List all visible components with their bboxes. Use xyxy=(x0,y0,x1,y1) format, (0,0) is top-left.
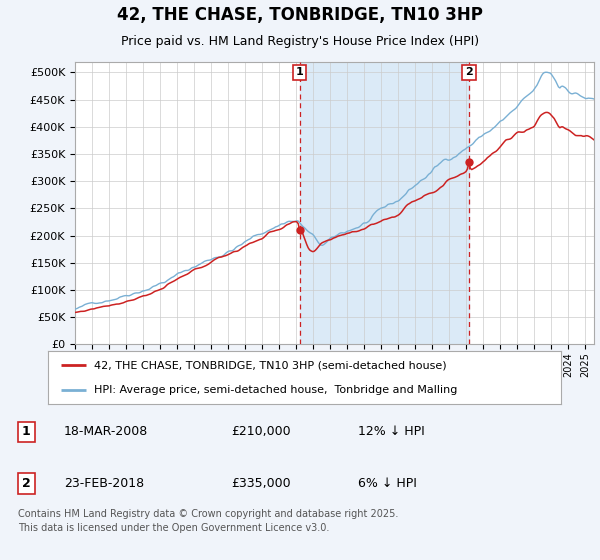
Text: £210,000: £210,000 xyxy=(231,426,290,438)
Text: 18-MAR-2008: 18-MAR-2008 xyxy=(64,426,148,438)
Text: 23-FEB-2018: 23-FEB-2018 xyxy=(64,477,144,490)
Text: 2: 2 xyxy=(465,67,473,77)
Text: 42, THE CHASE, TONBRIDGE, TN10 3HP: 42, THE CHASE, TONBRIDGE, TN10 3HP xyxy=(117,6,483,24)
Text: 2: 2 xyxy=(22,477,31,490)
Text: 1: 1 xyxy=(296,67,304,77)
Bar xyxy=(300,62,469,344)
Text: 12% ↓ HPI: 12% ↓ HPI xyxy=(358,426,424,438)
Text: £335,000: £335,000 xyxy=(231,477,290,490)
Text: Contains HM Land Registry data © Crown copyright and database right 2025.
This d: Contains HM Land Registry data © Crown c… xyxy=(18,510,398,533)
Text: 42, THE CHASE, TONBRIDGE, TN10 3HP (semi-detached house): 42, THE CHASE, TONBRIDGE, TN10 3HP (semi… xyxy=(94,361,447,371)
Text: Price paid vs. HM Land Registry's House Price Index (HPI): Price paid vs. HM Land Registry's House … xyxy=(121,35,479,48)
Text: HPI: Average price, semi-detached house,  Tonbridge and Malling: HPI: Average price, semi-detached house,… xyxy=(94,385,458,395)
Text: 1: 1 xyxy=(22,426,31,438)
Text: 6% ↓ HPI: 6% ↓ HPI xyxy=(358,477,416,490)
